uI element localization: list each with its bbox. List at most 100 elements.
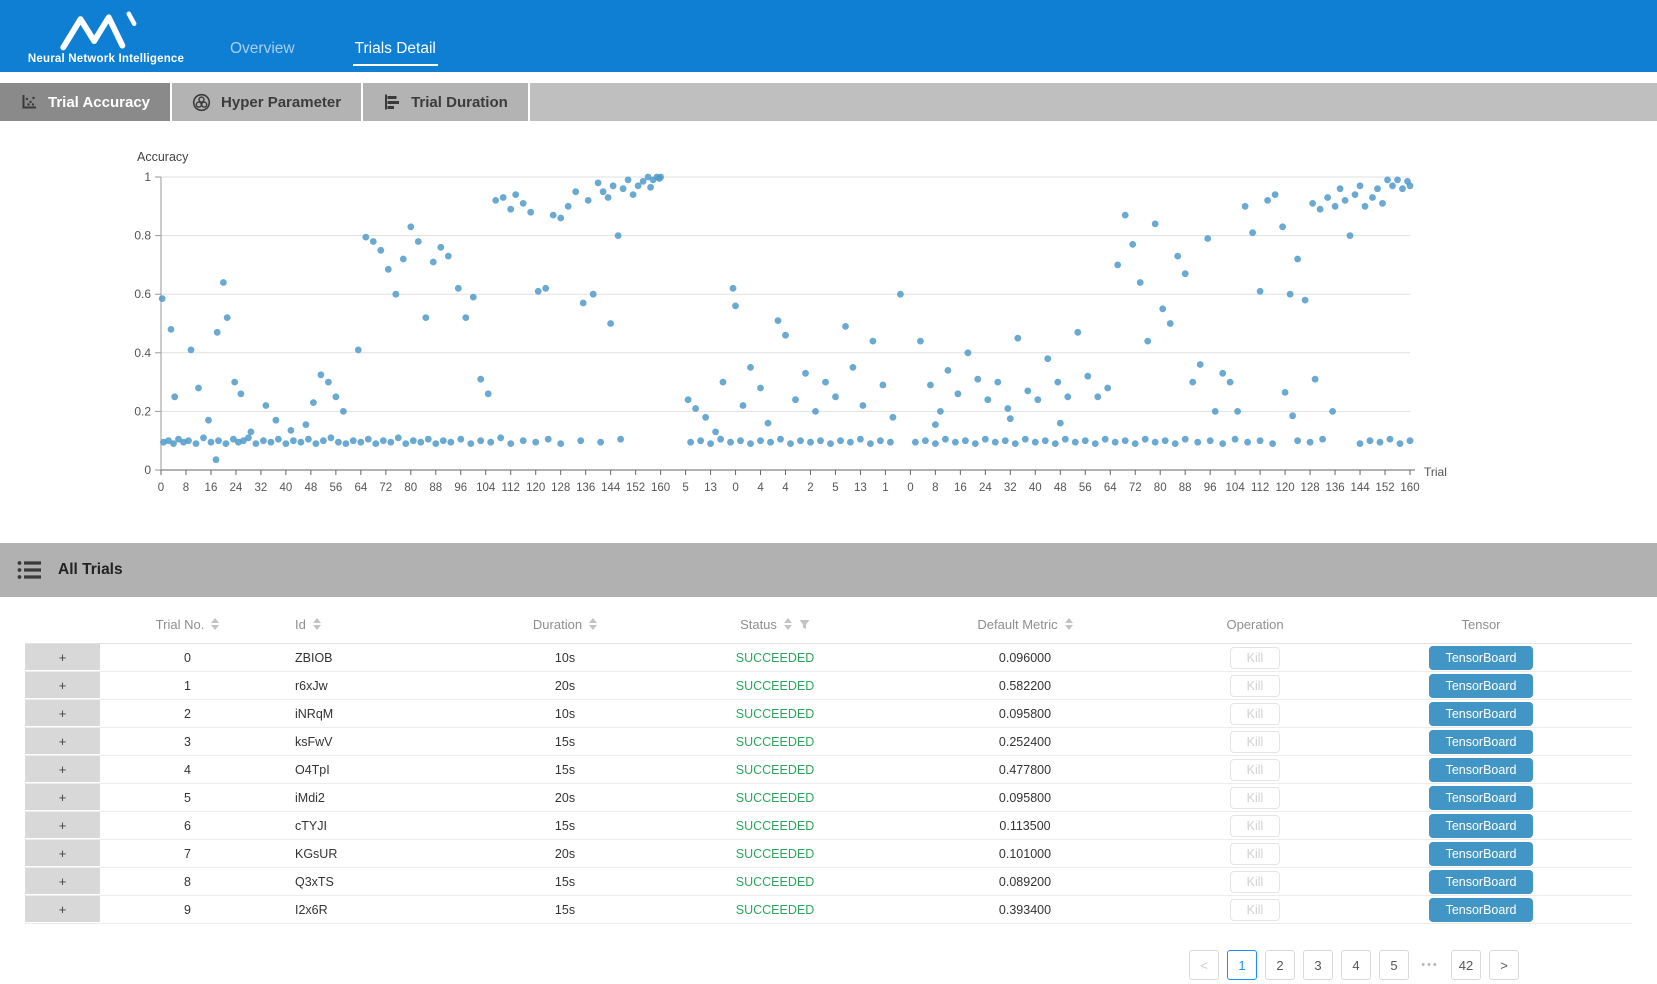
expand-row-button[interactable]: + [25, 756, 100, 783]
tensorboard-button[interactable]: TensorBoard [1429, 758, 1533, 782]
cell-trial-no: 5 [100, 791, 275, 805]
table-row: +5iMdi220sSUCCEEDED0.095800KillTensorBoa… [25, 784, 1632, 812]
tab-trial-duration[interactable]: Trial Duration [363, 83, 528, 121]
expand-row-button[interactable]: + [25, 728, 100, 755]
sort-icon[interactable] [211, 618, 219, 630]
scatter-point [500, 194, 507, 201]
cell-id: ZBIOB [275, 651, 450, 665]
page-button-5[interactable]: 5 [1379, 950, 1409, 980]
expand-row-button[interactable]: + [25, 644, 100, 671]
column-header-trial-no-: Trial No. [100, 617, 275, 632]
scatter-point [542, 285, 549, 292]
tensorboard-button[interactable]: TensorBoard [1429, 814, 1533, 838]
expand-row-button[interactable]: + [25, 896, 100, 923]
cell-duration: 10s [450, 651, 680, 665]
tensorboard-button[interactable]: TensorBoard [1429, 730, 1533, 754]
nav-tab-overview[interactable]: Overview [228, 34, 297, 66]
filter-icon[interactable] [799, 619, 810, 630]
column-label: Id [295, 617, 306, 632]
scatter-point [932, 421, 939, 428]
scatter-point [732, 303, 739, 310]
page-button-42[interactable]: 42 [1451, 950, 1481, 980]
scatter-point [610, 182, 617, 189]
kill-button[interactable]: Kill [1230, 703, 1281, 725]
tensorboard-button[interactable]: TensorBoard [1429, 702, 1533, 726]
scatter-point [692, 405, 699, 412]
trials-table: Trial No.IdDurationStatusDefault MetricO… [25, 605, 1632, 924]
tensorboard-button[interactable]: TensorBoard [1429, 674, 1533, 698]
tensorboard-button[interactable]: TensorBoard [1429, 786, 1533, 810]
expand-row-button[interactable]: + [25, 672, 100, 699]
scatter-point [477, 376, 484, 383]
x-tick-label: 88 [1179, 482, 1192, 494]
cell-id: I2x6R [275, 903, 450, 917]
y-tick-label: 0.6 [134, 287, 151, 301]
expand-row-button[interactable]: + [25, 700, 100, 727]
scatter-point [310, 399, 317, 406]
x-tick-label: 24 [230, 482, 243, 494]
tab-trial-accuracy[interactable]: Trial Accuracy [0, 83, 170, 121]
scatter-point [407, 223, 414, 230]
nav-tab-trials-detail[interactable]: Trials Detail [353, 34, 438, 66]
expand-row-button[interactable]: + [25, 812, 100, 839]
sort-icon[interactable] [784, 618, 792, 630]
kill-button[interactable]: Kill [1230, 899, 1281, 921]
next-page-button[interactable]: > [1489, 950, 1519, 980]
column-label: Operation [1226, 617, 1283, 632]
tab-hyper-parameter-label: Hyper Parameter [221, 94, 341, 111]
cell-tensor: TensorBoard [1330, 842, 1632, 866]
page-button-3[interactable]: 3 [1303, 950, 1333, 980]
scatter-point [1064, 393, 1071, 400]
scatter-point [313, 440, 320, 447]
scatter-point [410, 437, 417, 444]
page-button-1[interactable]: 1 [1227, 950, 1257, 980]
scatter-point [1182, 436, 1189, 443]
scatter-point [600, 188, 607, 195]
cell-id: r6xJw [275, 679, 450, 693]
scatter-point [867, 440, 874, 447]
kill-button[interactable]: Kill [1230, 675, 1281, 697]
scatter-point [215, 437, 222, 444]
prev-page-button[interactable]: < [1189, 950, 1219, 980]
scatter-point [870, 338, 877, 345]
sort-icon[interactable] [1065, 618, 1073, 630]
cell-default-metric: 0.095800 [870, 791, 1180, 805]
scatter-point [822, 379, 829, 386]
kill-button[interactable]: Kill [1230, 871, 1281, 893]
tensorboard-button[interactable]: TensorBoard [1429, 646, 1533, 670]
tab-hyper-parameter[interactable]: Hyper Parameter [172, 83, 361, 121]
x-tick-label: 13 [854, 482, 867, 494]
scatter-point [1114, 262, 1121, 269]
kill-button[interactable]: Kill [1230, 843, 1281, 865]
kill-button[interactable]: Kill [1230, 759, 1281, 781]
kill-button[interactable]: Kill [1230, 787, 1281, 809]
sort-icon[interactable] [589, 618, 597, 630]
sort-icon[interactable] [313, 618, 321, 630]
expand-row-button[interactable]: + [25, 784, 100, 811]
tensorboard-button[interactable]: TensorBoard [1429, 870, 1533, 894]
kill-button[interactable]: Kill [1230, 815, 1281, 837]
scatter-point [1312, 376, 1319, 383]
accuracy-scatter-chart: 00.20.40.60.8108162432404856647280889610… [0, 121, 1657, 517]
scatter-point [357, 439, 364, 446]
scatter-point [1002, 437, 1009, 444]
kill-button[interactable]: Kill [1230, 647, 1281, 669]
expand-row-button[interactable]: + [25, 840, 100, 867]
column-label: Trial No. [156, 617, 205, 632]
x-tick-label: 136 [1325, 482, 1344, 494]
scatter-point [305, 436, 312, 443]
expand-row-button[interactable]: + [25, 868, 100, 895]
x-tick-label: 48 [1054, 482, 1067, 494]
page-button-4[interactable]: 4 [1341, 950, 1371, 980]
tensorboard-button[interactable]: TensorBoard [1429, 842, 1533, 866]
scatter-point [370, 238, 377, 245]
page-button-2[interactable]: 2 [1265, 950, 1295, 980]
scatter-point [917, 338, 924, 345]
cell-duration: 15s [450, 735, 680, 749]
scatter-point [1044, 355, 1051, 362]
view-toolbar: Trial Accuracy Hyper Parameter Trial Dur… [0, 83, 1657, 121]
scatter-point [1394, 177, 1401, 184]
tensorboard-button[interactable]: TensorBoard [1429, 898, 1533, 922]
scatter-point [380, 437, 387, 444]
kill-button[interactable]: Kill [1230, 731, 1281, 753]
